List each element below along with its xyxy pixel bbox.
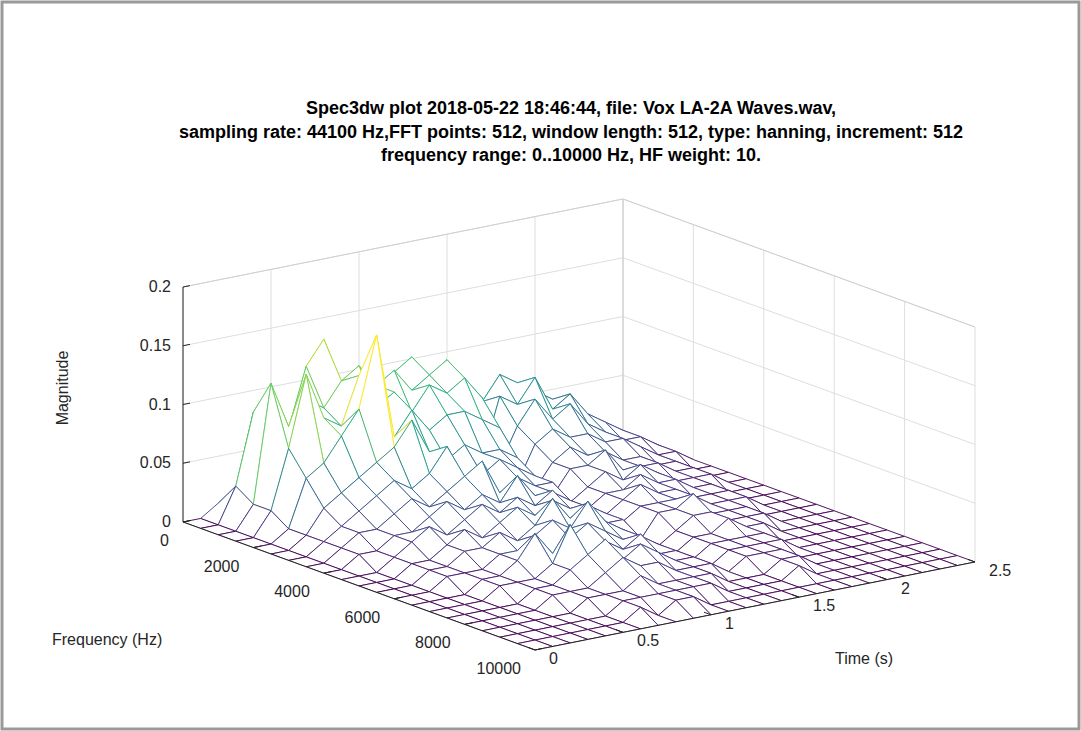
grid-line (623, 199, 624, 434)
tick-mark (324, 572, 332, 574)
tick-mark (253, 546, 261, 548)
box-edge (623, 199, 624, 434)
tick-mark (535, 648, 543, 650)
axis-title: Time (s) (835, 650, 893, 667)
tick-label: 0 (160, 532, 169, 549)
axis-title: Magnitude (54, 351, 71, 426)
chart: 0 0.05 0.1 0.15 0.2 0 2000 4000 6000 8000 10000 0 0.… (0, 0, 1081, 731)
grid-line (183, 199, 623, 287)
tick-label: 0.2 (149, 278, 171, 295)
grid-line (394, 511, 834, 599)
tick-mark (880, 577, 887, 580)
grid-line (623, 375, 975, 503)
tick-label: 0.5 (637, 632, 659, 649)
tick-label: 0.1 (149, 396, 171, 413)
tick-label: 0 (162, 513, 171, 530)
tick-mark (183, 344, 190, 345)
tick-label: 2 (901, 580, 910, 597)
outer-frame (2, 2, 1079, 729)
mesh (183, 335, 975, 650)
title: sampling rate: 44100 Hz,FFT points: 512,… (179, 122, 963, 142)
background (0, 0, 1081, 731)
tick-label: 10000 (477, 660, 522, 677)
grid-line (623, 434, 975, 562)
frequency-axis (183, 522, 535, 650)
title: frequency range: 0..10000 Hz, HF weight:… (381, 145, 761, 165)
tick-label: 6000 (345, 609, 381, 626)
grid (183, 199, 975, 650)
tick-mark (616, 630, 623, 633)
grid-line (183, 258, 623, 346)
tick-label: 0.15 (140, 337, 171, 354)
tick-mark (394, 597, 402, 599)
tick-mark (465, 623, 473, 625)
box-edge (623, 199, 975, 327)
grid-line (183, 522, 535, 650)
axis-title: Frequency (Hz) (52, 631, 162, 648)
tick-label: 8000 (415, 634, 451, 651)
tick-mark (528, 647, 535, 650)
tick-label: 1 (725, 615, 734, 632)
tick-mark (183, 520, 191, 522)
tick-mark (183, 521, 190, 522)
tick-label: 0 (549, 650, 558, 667)
axes (183, 286, 975, 650)
box-edge (183, 199, 623, 287)
tick-label: 0.05 (140, 454, 171, 471)
tick-label: 4000 (274, 583, 310, 600)
tick-mark (183, 403, 190, 404)
grid-line (623, 199, 624, 434)
time-axis (535, 562, 975, 650)
tick-label: 2000 (204, 558, 240, 575)
title: Spec3dw plot 2018-05-22 18:46:44, file: … (306, 98, 836, 118)
tick-label: 1.5 (813, 597, 835, 614)
tick-mark (183, 462, 190, 463)
tick-mark (792, 595, 799, 598)
tick-mark (183, 286, 190, 287)
tick-mark (968, 559, 975, 562)
grid-line (623, 258, 975, 386)
grid-line (623, 317, 975, 445)
grid-line (359, 487, 711, 615)
tick-mark (704, 612, 711, 615)
tick-label: 2.5 (989, 562, 1011, 579)
grid-line (623, 199, 975, 327)
grid-line (623, 434, 975, 562)
